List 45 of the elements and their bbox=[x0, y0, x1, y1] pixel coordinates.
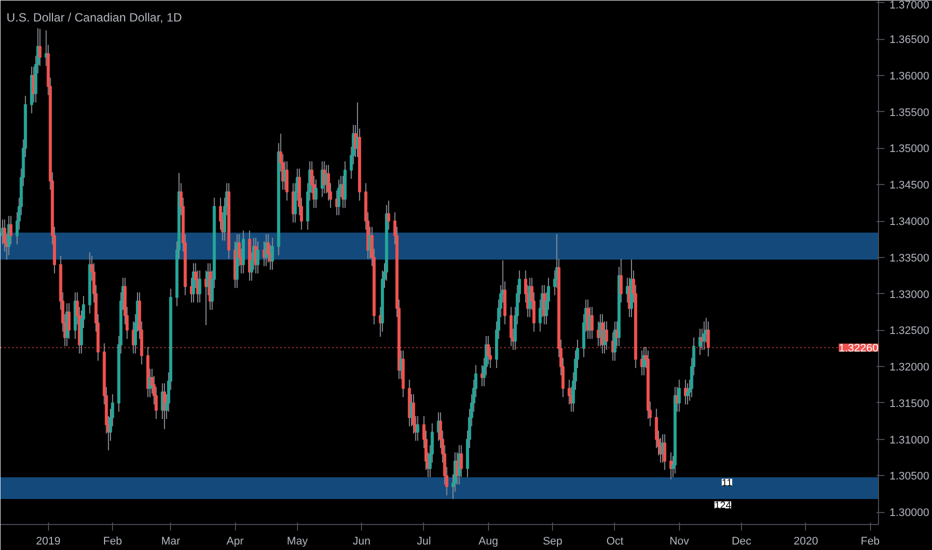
candlestick bbox=[256, 240, 260, 274]
candlestick bbox=[270, 237, 274, 270]
y-tick-label: 1.36000 bbox=[890, 70, 930, 82]
y-tick-label: 1.33000 bbox=[890, 288, 930, 301]
candlestick bbox=[702, 320, 706, 350]
candlestick bbox=[198, 270, 202, 304]
y-tick-label: 1.30000 bbox=[890, 507, 930, 520]
x-tick-label: 2020 bbox=[794, 536, 818, 548]
x-tick-label: Nov bbox=[669, 536, 690, 548]
y-tick-label: 1.32500 bbox=[890, 325, 930, 338]
candlestick bbox=[320, 160, 324, 198]
x-tick-label: Jun bbox=[352, 536, 371, 548]
candlestick bbox=[337, 179, 340, 216]
y-tick-label: 1.32000 bbox=[890, 362, 930, 374]
candlestick bbox=[686, 382, 690, 405]
y-tick-label: 1.35500 bbox=[890, 106, 930, 119]
x-tick-label: Aug bbox=[478, 536, 498, 548]
x-tick-label: Dec bbox=[732, 536, 752, 548]
x-tick-label: Sep bbox=[542, 536, 562, 548]
y-tick-label: 1.31000 bbox=[890, 434, 930, 446]
x-tick-label: 2019 bbox=[36, 536, 60, 548]
annotation: 11 bbox=[722, 478, 733, 489]
x-tick-label: Jul bbox=[416, 536, 431, 548]
candlestick bbox=[416, 416, 420, 442]
text: U.S. Dollar / Canadian Dollar, 1D bbox=[6, 10, 182, 24]
x-tick-label: May bbox=[286, 536, 308, 548]
y-tick-label: 1.34500 bbox=[890, 180, 930, 192]
y-tick-label: 1.30500 bbox=[890, 470, 930, 483]
x-tick-label: Feb bbox=[103, 536, 122, 548]
candlestick bbox=[510, 306, 513, 347]
x-tick-label: Apr bbox=[226, 536, 244, 548]
candlestick bbox=[663, 434, 666, 470]
y-tick-label: 1.33500 bbox=[890, 252, 930, 264]
candlestick bbox=[314, 179, 318, 208]
y-tick-label: 1.35000 bbox=[890, 143, 930, 156]
annotation: 124 bbox=[714, 500, 732, 512]
y-tick-label: 1.37000 bbox=[890, 0, 930, 12]
x-tick-label: Feb bbox=[860, 536, 880, 548]
y-tick-label: 1.36500 bbox=[890, 34, 930, 46]
x-tick-label: Mar bbox=[161, 536, 181, 548]
candlestick bbox=[458, 444, 461, 485]
x-tick-label: Oct bbox=[606, 536, 624, 548]
y-tick-label: 1.34000 bbox=[890, 216, 930, 228]
candlestick bbox=[590, 306, 594, 340]
y-tick-label: 1.31500 bbox=[890, 398, 930, 410]
